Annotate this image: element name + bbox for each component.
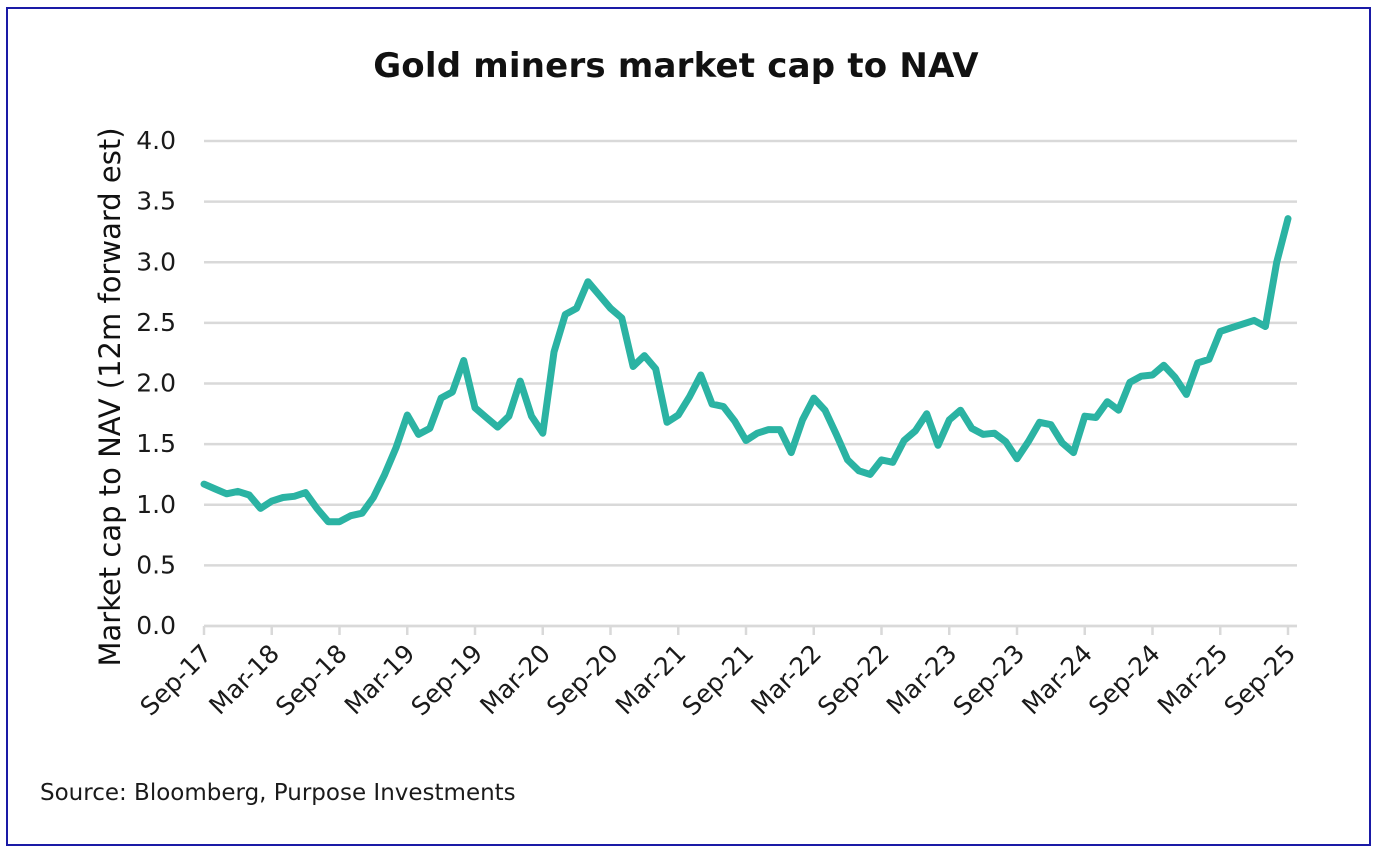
y-axis-ticks: 0.0 0.5 1.0 1.5 2.0 2.5 3.0 3.5 4.0	[136, 126, 176, 640]
chart-frame	[6, 7, 1371, 846]
source-note: Source: Bloomberg, Purpose Investments	[40, 780, 516, 806]
series-layer	[200, 215, 1292, 526]
x-tick-label: Mar-20	[474, 639, 556, 721]
x-tick-label: Mar-22	[745, 639, 827, 721]
y-tick-label: 2.0	[136, 369, 176, 398]
x-tick-label: Sep-25	[1218, 639, 1301, 722]
y-tick-label: 2.5	[136, 308, 176, 337]
y-tick-label: 3.5	[136, 187, 176, 216]
x-axis-ticks: Sep-17Mar-18Sep-18Mar-19Sep-19Mar-20Sep-…	[134, 626, 1301, 721]
y-tick-label: 0.5	[136, 550, 176, 579]
x-tick-label: Sep-17	[134, 639, 217, 722]
x-tick-label: Sep-21	[676, 639, 759, 722]
x-tick-label: Sep-18	[270, 639, 353, 722]
y-tick-label: 1.0	[136, 490, 176, 519]
y-tick-label: 3.0	[136, 247, 176, 276]
x-tick-label: Mar-21	[610, 639, 692, 721]
gridlines	[204, 139, 1297, 628]
x-tick-label: Mar-25	[1152, 639, 1234, 721]
x-tick-label: Sep-20	[541, 639, 624, 722]
x-tick-label: Sep-22	[812, 639, 895, 722]
x-tick-label: Mar-18	[203, 639, 285, 721]
y-axis-label: Market cap to NAV (12m forward est)	[93, 127, 127, 666]
x-tick-label: Mar-24	[1016, 639, 1098, 721]
x-tick-label: Mar-23	[881, 639, 963, 721]
y-tick-label: 0.0	[136, 611, 176, 640]
x-tick-label: Mar-19	[339, 639, 421, 721]
chart-title: Gold miners market cap to NAV	[373, 46, 979, 86]
x-tick-label: Sep-19	[405, 639, 488, 722]
x-tick-label: Sep-23	[947, 639, 1030, 722]
x-tick-label: Sep-24	[1083, 639, 1166, 722]
y-tick-label: 1.5	[136, 429, 176, 458]
y-tick-label: 4.0	[136, 126, 176, 155]
series-line	[200, 215, 1292, 526]
